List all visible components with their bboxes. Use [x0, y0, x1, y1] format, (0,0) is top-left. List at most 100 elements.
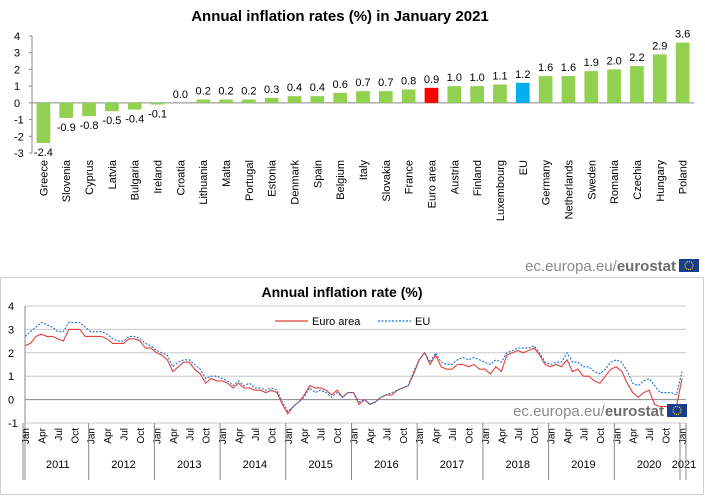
bar	[425, 88, 439, 103]
y-tick-label: -1	[14, 115, 24, 127]
legend-label: EU	[415, 316, 430, 328]
data-label: 0.4	[287, 82, 302, 94]
category-label: Greece	[38, 160, 50, 196]
year-label: 2015	[308, 459, 332, 471]
y-tick-label: 3	[14, 48, 20, 60]
year-label: 2014	[243, 459, 267, 471]
category-label: Italy	[358, 160, 370, 181]
data-label: 3.6	[675, 29, 690, 41]
bar	[37, 103, 51, 143]
month-tick-label: Jul	[251, 428, 262, 441]
logo-name: eurostat	[617, 258, 676, 275]
bar	[630, 66, 644, 103]
month-tick-label: Apr	[103, 427, 114, 443]
month-tick-label: Apr	[37, 427, 48, 443]
bar	[356, 91, 370, 103]
category-label: Finland	[472, 160, 484, 196]
data-label: -0.8	[80, 120, 99, 132]
month-tick-label: Oct	[530, 428, 541, 444]
logo-name: eurostat	[605, 403, 664, 420]
bar	[242, 100, 256, 103]
y-tick-label: 3	[8, 324, 14, 336]
category-label: Croatia	[175, 159, 187, 195]
data-label: 2.0	[606, 55, 621, 67]
bar	[59, 103, 73, 118]
category-label: Romania	[609, 159, 621, 204]
category-label: France	[404, 160, 416, 194]
category-label: Bulgaria	[130, 159, 142, 200]
data-label: 0.2	[196, 86, 211, 98]
y-tick-label: 1	[14, 81, 20, 93]
bar	[265, 98, 279, 103]
bar	[310, 96, 324, 103]
category-label: Czechia	[632, 159, 644, 200]
month-tick-label: Oct	[662, 428, 673, 444]
month-tick-label: Jul	[382, 428, 393, 441]
data-label: 0.7	[378, 77, 393, 89]
bar	[493, 84, 507, 102]
y-tick-label: -2	[14, 131, 24, 143]
year-label: 2013	[177, 459, 201, 471]
data-label: -0.4	[125, 114, 144, 126]
year-label: 2018	[506, 459, 530, 471]
month-tick-label: Jul	[120, 428, 131, 441]
month-tick-label: Oct	[267, 428, 278, 444]
month-tick-label: Oct	[464, 428, 475, 444]
data-label: 1.9	[584, 57, 599, 69]
category-label: Euro area	[426, 159, 438, 208]
eu-flag-icon	[679, 259, 699, 272]
category-label: Lithuania	[198, 159, 210, 205]
month-tick-label: Apr	[563, 427, 574, 443]
y-tick-label: 4	[14, 31, 20, 43]
month-tick-label: Oct	[70, 428, 81, 444]
year-label: 2011	[46, 459, 70, 471]
svg-text:ec.europa.eu/eurostat: ec.europa.eu/eurostat	[513, 403, 664, 420]
bar-chart: -3-2-101234-2.4Greece-0.9Slovenia-0.8Cyp…	[14, 29, 694, 221]
data-label: 0.4	[310, 82, 325, 94]
month-tick-label: Jul	[54, 428, 65, 441]
month-tick-label: Jul	[645, 428, 656, 441]
bar	[379, 91, 393, 103]
y-tick-label: 0	[14, 98, 20, 110]
category-label: Estonia	[267, 159, 279, 197]
category-label: Austria	[449, 159, 461, 194]
data-label: -0.5	[102, 115, 121, 127]
category-label: Slovakia	[381, 159, 393, 201]
month-tick-label: Oct	[399, 428, 410, 444]
y-tick-label: 0	[8, 395, 14, 407]
month-tick-label: Jul	[185, 428, 196, 441]
category-label: Spain	[312, 160, 324, 188]
category-label: Denmark	[290, 160, 302, 205]
series-line	[25, 329, 682, 413]
data-label: 0.2	[218, 86, 233, 98]
svg-text:ec.europa.eu/eurostat: ec.europa.eu/eurostat	[525, 258, 676, 275]
bar	[470, 86, 484, 103]
month-tick-label: Apr	[432, 427, 443, 443]
data-label: 1.6	[561, 62, 576, 74]
data-label: 1.0	[469, 72, 484, 84]
y-tick-label: 1	[8, 371, 14, 383]
month-tick-label: Apr	[366, 427, 377, 443]
year-label: 2019	[571, 459, 595, 471]
bar	[653, 54, 667, 102]
bar	[447, 86, 461, 103]
y-tick-label: -1	[8, 418, 18, 430]
year-label: 2017	[440, 459, 464, 471]
category-label: Latvia	[107, 159, 119, 189]
data-label: 2.2	[629, 52, 644, 64]
category-label: Netherlands	[563, 160, 575, 220]
bar	[562, 76, 576, 103]
category-label: Sweden	[586, 160, 598, 200]
y-tick-label: 2	[8, 348, 14, 360]
category-label: Germany	[541, 160, 553, 206]
month-tick-label: Apr	[629, 427, 640, 443]
category-label: Malta	[221, 159, 233, 187]
year-label: 2021	[672, 459, 696, 471]
month-tick-label: Apr	[235, 427, 246, 443]
data-label: 2.9	[652, 40, 667, 52]
category-label: Ireland	[153, 160, 165, 194]
bar-chart-title: Annual inflation rates (%) in January 20…	[191, 8, 489, 25]
month-tick-label: Oct	[333, 428, 344, 444]
